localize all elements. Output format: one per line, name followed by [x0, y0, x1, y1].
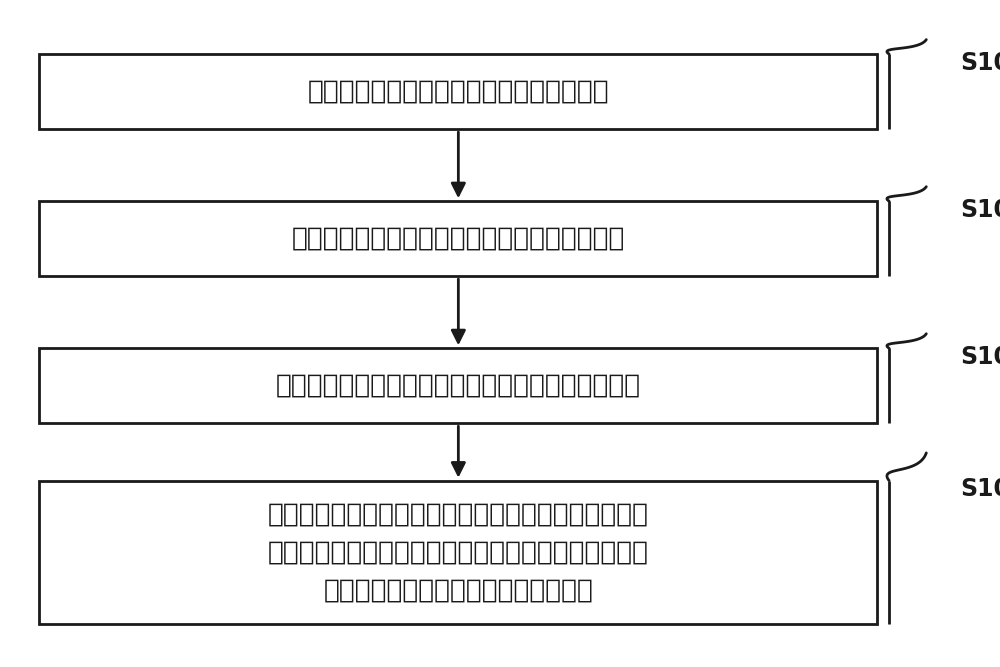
Text: 根据预设的标准阀値对计算出的相似度进行评分，得到
轧辗偏心状态评分，通过将轧辗偏心状态评分与预设阀
値比较大小，判断出是否存在轧辗偏心: 根据预设的标准阀値对计算出的相似度进行评分，得到 轧辗偏心状态评分，通过将轧辗偏…	[268, 502, 649, 604]
FancyBboxPatch shape	[39, 54, 877, 129]
FancyBboxPatch shape	[39, 348, 877, 424]
FancyBboxPatch shape	[39, 201, 877, 276]
Text: S104: S104	[961, 478, 1000, 502]
Text: S101: S101	[961, 51, 1000, 75]
Text: S102: S102	[961, 198, 1000, 222]
Text: 计算相邓两个轧辗周长区间轧制力波动数据的相似度: 计算相邓两个轧辗周长区间轧制力波动数据的相似度	[276, 373, 641, 399]
Text: 根据辗径计算每个轧辗周长区间轧制力波动数据: 根据辗径计算每个轧辗周长区间轧制力波动数据	[292, 225, 625, 251]
Text: S103: S103	[961, 345, 1000, 369]
FancyBboxPatch shape	[39, 480, 877, 624]
Text: 获取带鉢长度方向上的轧机轧制力波动数据: 获取带鉢长度方向上的轧机轧制力波动数据	[308, 79, 609, 105]
